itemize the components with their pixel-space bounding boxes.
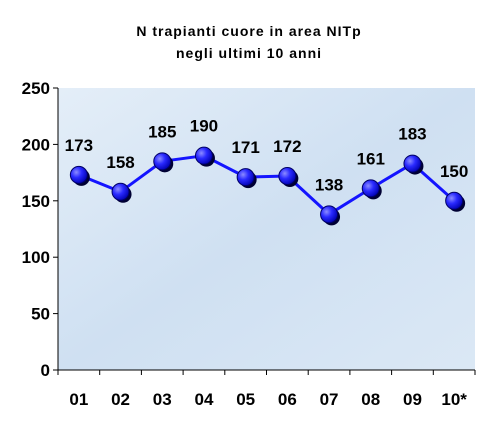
data-label: 138 bbox=[315, 175, 343, 194]
x-tick-label: 07 bbox=[320, 390, 339, 409]
data-point bbox=[278, 166, 297, 185]
data-label: 171 bbox=[231, 138, 259, 157]
data-point bbox=[320, 205, 339, 224]
data-point bbox=[236, 168, 255, 187]
data-point bbox=[194, 146, 213, 165]
y-tick-label: 250 bbox=[22, 79, 50, 98]
x-tick-label: 10* bbox=[441, 390, 467, 409]
plot-area bbox=[58, 88, 475, 370]
y-tick-label: 200 bbox=[22, 135, 50, 154]
series-line bbox=[78, 154, 456, 216]
x-tick-label: 03 bbox=[153, 390, 172, 409]
y-tick-label: 150 bbox=[22, 192, 50, 211]
chart-title-line-2: negli ultimi 10 anni bbox=[175, 45, 323, 61]
data-label: 190 bbox=[190, 117, 218, 136]
x-tick-label: 05 bbox=[236, 390, 255, 409]
data-label: 183 bbox=[398, 125, 426, 144]
data-point bbox=[403, 154, 422, 173]
x-tick-label: 06 bbox=[278, 390, 297, 409]
data-point bbox=[111, 182, 130, 201]
data-label: 173 bbox=[65, 136, 93, 155]
y-tick-label: 50 bbox=[31, 305, 50, 324]
x-tick-label: 09 bbox=[403, 390, 422, 409]
x-tick-label: 08 bbox=[361, 390, 380, 409]
data-label: 158 bbox=[106, 153, 134, 172]
y-tick-label: 0 bbox=[41, 361, 50, 380]
y-tick-label: 100 bbox=[22, 248, 50, 267]
data-label: 150 bbox=[440, 162, 468, 181]
x-tick-label: 02 bbox=[111, 390, 130, 409]
data-label: 161 bbox=[357, 149, 385, 168]
data-label: 172 bbox=[273, 137, 301, 156]
x-tick-label: 01 bbox=[69, 390, 88, 409]
data-point bbox=[361, 179, 380, 198]
data-point bbox=[153, 152, 172, 171]
data-point bbox=[445, 191, 464, 210]
data-label: 185 bbox=[148, 122, 176, 141]
x-tick-label: 04 bbox=[194, 390, 213, 409]
chart-title-line-1: N trapianti cuore in area NITp bbox=[136, 23, 362, 39]
data-point bbox=[69, 165, 88, 184]
chart-title: N trapianti cuore in area NITp negli ult… bbox=[0, 20, 498, 64]
